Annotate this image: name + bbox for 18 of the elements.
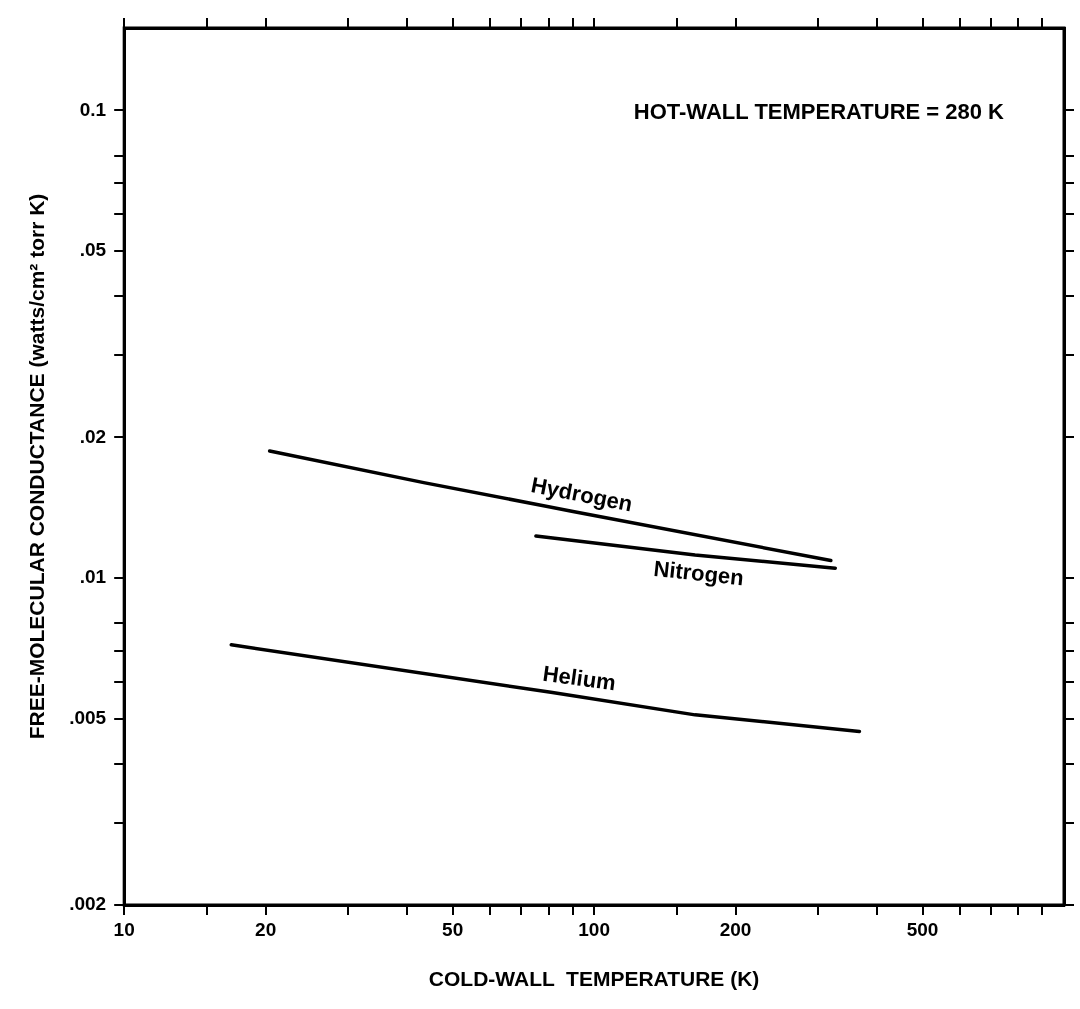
x-axis-title: COLD-WALL TEMPERATURE (K) bbox=[428, 967, 760, 991]
x-tick-label: 10 bbox=[113, 918, 135, 940]
text: Hydrogen bbox=[529, 472, 635, 517]
text: Helium bbox=[541, 660, 618, 696]
text: Nitrogen bbox=[652, 555, 745, 591]
x-tick-label: 200 bbox=[719, 918, 752, 940]
x-tick-label: 500 bbox=[906, 918, 939, 940]
x-tick-label: 50 bbox=[442, 918, 464, 940]
y-tick-label: .02 bbox=[79, 425, 107, 447]
y-tick-label: .05 bbox=[79, 239, 107, 261]
x-tick-label: 20 bbox=[255, 918, 277, 940]
x-tick-label: 100 bbox=[578, 918, 610, 940]
y-tick-label: .01 bbox=[79, 566, 107, 588]
y-tick-label: 0.1 bbox=[79, 98, 107, 120]
y-tick-label: .002 bbox=[69, 893, 107, 915]
annotation: HOT-WALL TEMPERATURE = 280 K bbox=[633, 99, 1005, 125]
y-axis-title: FREE-MOLECULAR CONDUCTANCE (watts/cm² torr K) bbox=[25, 193, 49, 740]
y-tick-label: .005 bbox=[69, 707, 107, 729]
